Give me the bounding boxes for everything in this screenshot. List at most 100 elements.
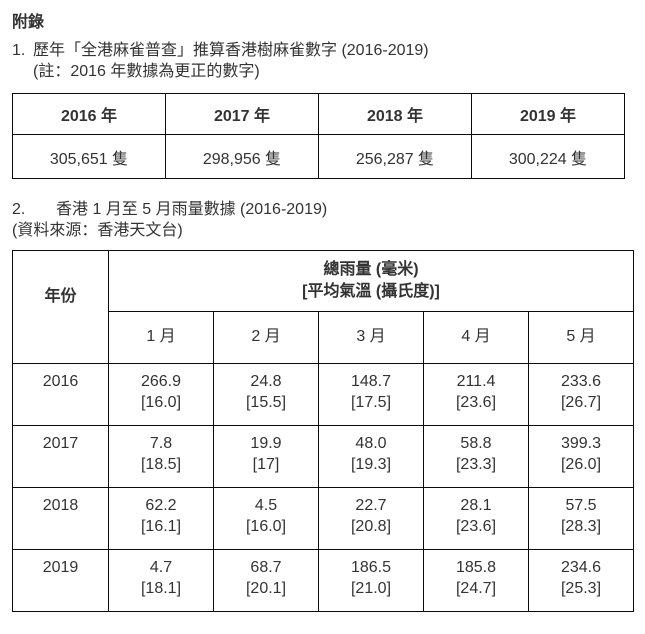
rain-value: 186.5 [350,559,392,576]
rain-value: 233.6 [560,373,602,390]
rain-temp-cell: 48.0 [19.3] [318,425,424,488]
section2-title: 香港 1 月至 5 月雨量數據 (2016-2019) [56,201,328,218]
month-header: 3 月 [318,311,424,364]
temp-value: [17.5] [350,394,392,411]
rain-temp-cell: 7.8 [18.5] [108,425,214,488]
row-year-label: 2018 [12,487,109,550]
rain-value: 4.7 [149,559,173,576]
rainfall-main-header: 總雨量 (毫米) [平均氣溫 (攝氏度)] [107,250,635,312]
rain-temp-cell: 28.1 [23.6] [423,487,529,550]
rain-value: 399.3 [560,435,602,452]
month-header: 2 月 [213,311,319,364]
rain-temp-cell: 4.7 [18.1] [108,549,214,612]
section1-heading: 1. 歷年「全港麻雀普查」推算香港樹麻雀數字 (2016-2019) (註：20… [12,40,633,82]
rain-value: 185.8 [455,559,497,576]
rain-value: 48.0 [355,435,387,452]
sparrow-table-data-row: 305,651 隻 298,956 隻 256,287 隻 300,224 隻 [12,134,625,179]
temp-value: [18.1] [140,580,182,597]
temp-value: [20.8] [350,518,392,535]
sparrow-count-value: 300,224 隻 [471,134,625,179]
rain-value: 4.5 [254,497,278,514]
rainfall-data-row-2017: 2017 7.8 [18.5] 19.9 [17] 48.0 [19.3] 58… [12,425,635,488]
rain-value: 266.9 [140,373,182,390]
rain-temp-cell: 186.5 [21.0] [318,549,424,612]
section2-source: (資料來源：香港天文台) [12,222,183,239]
temp-value: [16.0] [245,518,287,535]
rain-value: 58.8 [460,435,492,452]
sparrow-count-value: 298,956 隻 [165,134,319,179]
section1-title: 歷年「全港麻雀普查」推算香港樹麻雀數字 (2016-2019) [33,42,429,59]
rain-value: 234.6 [560,559,602,576]
sparrow-count-value: 305,651 隻 [12,134,166,179]
temp-value: [21.0] [350,580,392,597]
rain-temp-cell: 266.9 [16.0] [108,363,214,426]
rainfall-main-header-row: 年份 總雨量 (毫米) [平均氣溫 (攝氏度)] [12,250,635,364]
temp-value: [17] [252,456,280,473]
rainfall-header-line2: [平均氣溫 (攝氏度)] [302,283,440,300]
section1-note: (註：2016 年數據為更正的數字) [33,63,260,80]
temp-value: [26.7] [560,394,602,411]
rain-temp-cell: 58.8 [23.3] [423,425,529,488]
temp-value: [20.1] [245,580,287,597]
rainfall-month-header-row: 1 月 2 月 3 月 4 月 5 月 [13,311,635,364]
temp-value: [18.5] [140,456,182,473]
rain-value: 28.1 [460,497,492,514]
rain-value: 68.7 [250,559,282,576]
row-year-label: 2019 [12,549,109,612]
temp-value: [26.0] [560,456,602,473]
rain-temp-cell: 233.6 [26.7] [527,363,635,426]
section2-heading: 2. 香港 1 月至 5 月雨量數據 (2016-2019) [12,199,633,220]
sparrow-year-header: 2018 年 [318,93,472,135]
sparrow-year-header: 2019 年 [471,93,625,135]
temp-value: [23.3] [455,456,497,473]
sparrow-census-table: 2016 年 2017 年 2018 年 2019 年 305,651 隻 29… [12,93,625,179]
temp-value: [15.5] [245,394,287,411]
rain-temp-cell: 57.5 [28.3] [527,487,635,550]
rain-value: 19.9 [250,435,282,452]
sparrow-count-value: 256,287 隻 [318,134,472,179]
year-column-header: 年份 [12,250,109,364]
rain-temp-cell: 148.7 [17.5] [318,363,424,426]
sparrow-year-header: 2016 年 [12,93,166,135]
section2-number: 2. [12,201,26,218]
month-header: 5 月 [527,311,635,364]
rain-value: 57.5 [565,497,597,514]
rainfall-data-row-2018: 2018 62.2 [16.1] 4.5 [16.0] 22.7 [20.8] … [12,487,635,550]
rainfall-data-row-2019: 2019 4.7 [18.1] 68.7 [20.1] 186.5 [21.0]… [12,549,635,612]
rain-temp-cell: 68.7 [20.1] [213,549,319,612]
rainfall-header-line1: 總雨量 (毫米) [323,261,419,278]
month-header: 4 月 [423,311,529,364]
rain-temp-cell: 399.3 [26.0] [527,425,635,488]
temp-value: [28.3] [560,518,602,535]
rain-value: 22.7 [355,497,387,514]
temp-value: [19.3] [350,456,392,473]
appendix-title: 附錄 [12,14,45,31]
temp-value: [24.7] [455,580,497,597]
sparrow-year-header: 2017 年 [165,93,319,135]
rain-temp-cell: 185.8 [24.7] [423,549,529,612]
rain-value: 211.4 [456,373,496,390]
rain-temp-cell: 4.5 [16.0] [213,487,319,550]
rainfall-table: 年份 總雨量 (毫米) [平均氣溫 (攝氏度)] 1 月 2 月 3 月 4 月… [12,250,635,612]
section1-number: 1. [12,42,26,59]
temp-value: [23.6] [455,518,497,535]
temp-value: [16.1] [140,518,182,535]
rain-temp-cell: 211.4 [23.6] [423,363,529,426]
rain-temp-cell: 62.2 [16.1] [108,487,214,550]
rain-value: 148.7 [350,373,392,390]
temp-value: [25.3] [560,580,602,597]
rain-temp-cell: 22.7 [20.8] [318,487,424,550]
rain-value: 7.8 [149,435,173,452]
rain-temp-cell: 234.6 [25.3] [527,549,635,612]
row-year-label: 2017 [12,425,109,488]
rain-temp-cell: 24.8 [15.5] [213,363,319,426]
sparrow-table-header-row: 2016 年 2017 年 2018 年 2019 年 [12,93,625,135]
rainfall-data-row-2016: 2016 266.9 [16.0] 24.8 [15.5] 148.7 [17.… [12,363,635,426]
row-year-label: 2016 [12,363,109,426]
temp-value: [23.6] [455,394,497,411]
rain-temp-cell: 19.9 [17] [213,425,319,488]
temp-value: [16.0] [140,394,182,411]
rain-value: 24.8 [250,373,282,390]
rain-value: 62.2 [145,497,177,514]
